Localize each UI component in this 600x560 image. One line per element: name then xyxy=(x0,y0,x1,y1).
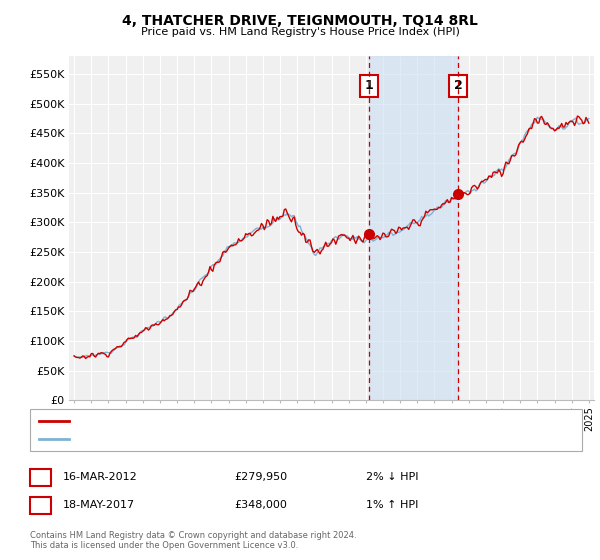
Text: 4, THATCHER DRIVE, TEIGNMOUTH, TQ14 8RL: 4, THATCHER DRIVE, TEIGNMOUTH, TQ14 8RL xyxy=(122,14,478,28)
Text: 1: 1 xyxy=(36,470,45,484)
Bar xyxy=(369,56,458,400)
Text: 16-MAR-2012: 16-MAR-2012 xyxy=(63,472,138,482)
Text: 4, THATCHER DRIVE, TEIGNMOUTH, TQ14 8RL (detached house): 4, THATCHER DRIVE, TEIGNMOUTH, TQ14 8RL … xyxy=(75,416,407,426)
Text: £348,000: £348,000 xyxy=(234,500,287,510)
Text: Contains HM Land Registry data © Crown copyright and database right 2024.
This d: Contains HM Land Registry data © Crown c… xyxy=(30,531,356,550)
Text: £279,950: £279,950 xyxy=(234,472,287,482)
Text: 2% ↓ HPI: 2% ↓ HPI xyxy=(366,472,419,482)
Text: 1% ↑ HPI: 1% ↑ HPI xyxy=(366,500,418,510)
Text: 1: 1 xyxy=(365,79,374,92)
Text: HPI: Average price, detached house, Teignbridge: HPI: Average price, detached house, Teig… xyxy=(75,434,329,444)
Text: 18-MAY-2017: 18-MAY-2017 xyxy=(63,500,135,510)
Text: Price paid vs. HM Land Registry's House Price Index (HPI): Price paid vs. HM Land Registry's House … xyxy=(140,27,460,37)
Text: 2: 2 xyxy=(36,498,45,512)
Text: 2: 2 xyxy=(454,79,463,92)
